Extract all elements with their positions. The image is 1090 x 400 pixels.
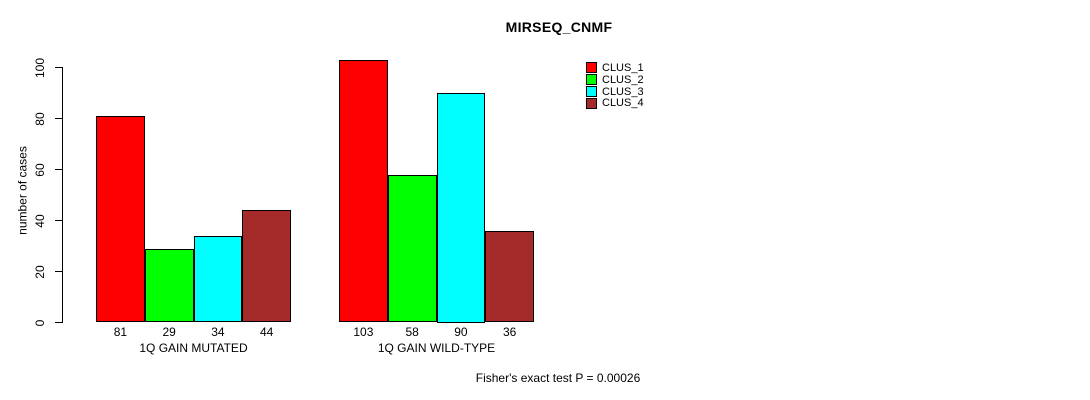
legend-label: CLUS_4: [602, 97, 644, 110]
bar-clus-2-1q-gain-mutated: [144, 248, 194, 323]
legend: CLUS_1 CLUS_2 CLUS_3 CLUS_4: [586, 62, 644, 109]
bar-value-label: 103: [353, 325, 374, 339]
y-tick-label: 40: [33, 213, 47, 228]
y-tick-label: 0: [33, 319, 47, 326]
y-axis-label: number of cases: [15, 146, 30, 235]
y-tick-label: 20: [33, 264, 47, 279]
legend-item-clus-4: CLUS_4: [586, 97, 644, 109]
legend-item-clus-3: CLUS_3: [586, 86, 644, 98]
y-tick-mark: [55, 220, 62, 221]
y-tick-mark: [55, 322, 62, 323]
legend-swatch-icon: [586, 74, 597, 86]
y-tick-label: 100: [33, 57, 47, 78]
y-tick-label: 80: [33, 111, 47, 126]
bar-clus-4-1q-gain-mutated: [242, 210, 291, 323]
legend-swatch-icon: [586, 97, 597, 109]
y-tick-mark: [55, 169, 62, 170]
legend-item-clus-2: CLUS_2: [586, 74, 644, 86]
y-tick-mark: [55, 271, 62, 272]
bar-value-label: 44: [259, 325, 274, 339]
legend-swatch-icon: [586, 62, 597, 74]
bar-value-label: 34: [211, 325, 225, 339]
chart-title: MIRSEQ_CNMF: [505, 19, 613, 35]
y-tick-mark: [55, 67, 62, 68]
bar-clus-3-1q-gain-wild-type: [436, 93, 486, 323]
bar-value-label: 58: [405, 325, 419, 339]
y-tick-mark: [55, 118, 62, 119]
bar-clus-1-1q-gain-wild-type: [339, 59, 388, 323]
y-axis-line: [62, 67, 63, 323]
bar-value-label: 29: [162, 325, 176, 339]
legend-label: CLUS_2: [602, 73, 644, 86]
bar-clus-3-1q-gain-mutated: [193, 235, 243, 323]
legend-label: CLUS_1: [602, 61, 644, 74]
fisher-test-annotation: Fisher's exact test P = 0.00026: [475, 371, 641, 385]
legend-item-clus-1: CLUS_1: [586, 62, 644, 74]
bar-value-label: 90: [454, 325, 468, 339]
legend-label: CLUS_3: [602, 85, 644, 98]
bar-value-label: 81: [113, 325, 128, 339]
group-label-1q-gain-mutated: 1Q GAIN MUTATED: [139, 341, 248, 355]
bar-clus-1-1q-gain-mutated: [96, 115, 145, 323]
y-tick-label: 60: [33, 162, 47, 177]
legend-swatch-icon: [586, 85, 597, 97]
bar-clus-4-1q-gain-wild-type: [485, 230, 534, 323]
bar-clus-2-1q-gain-wild-type: [387, 174, 437, 323]
bar-value-label: 36: [502, 325, 517, 339]
group-label-1q-gain-wild-type: 1Q GAIN WILD-TYPE: [377, 341, 496, 355]
